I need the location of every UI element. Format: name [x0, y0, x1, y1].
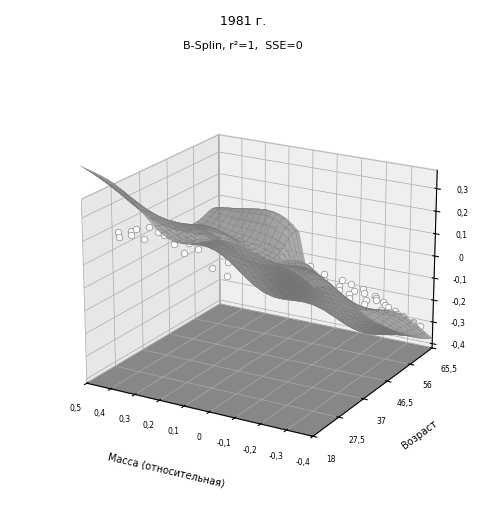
Y-axis label: Возраст: Возраст: [400, 419, 439, 451]
Text: B-Splin, r²=1,  SSE=0: B-Splin, r²=1, SSE=0: [183, 41, 303, 51]
Text: 1981 г.: 1981 г.: [220, 15, 266, 28]
X-axis label: Масса (относительная): Масса (относительная): [106, 452, 226, 489]
